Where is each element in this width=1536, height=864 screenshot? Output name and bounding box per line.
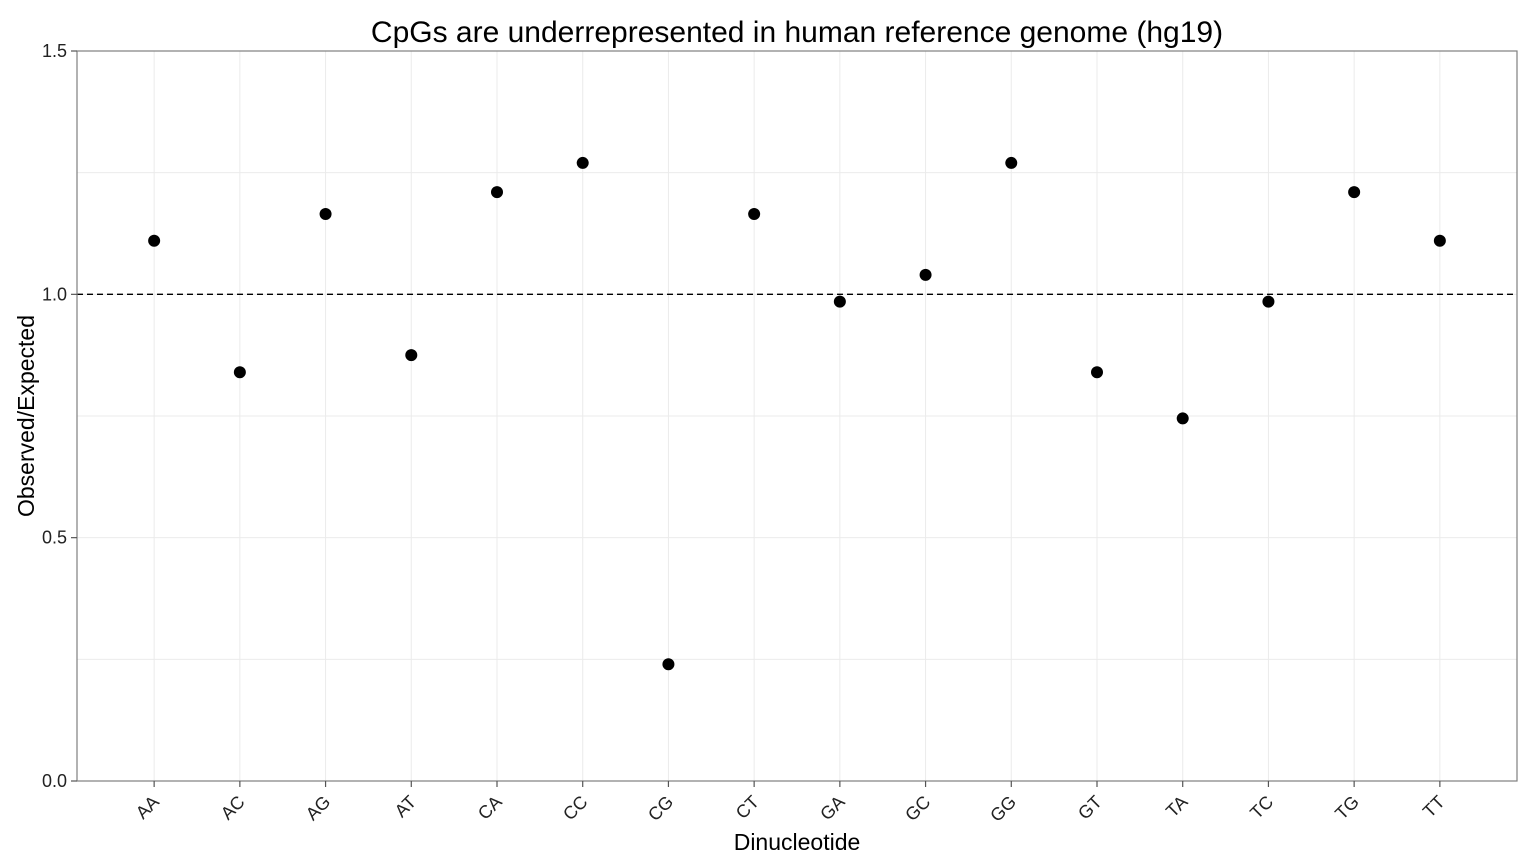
x-tick-label: TC <box>1246 792 1277 823</box>
x-tick-label: GC <box>901 792 934 825</box>
x-tick-label: AT <box>391 792 420 821</box>
x-tick-label: CG <box>644 792 677 825</box>
data-point-at <box>405 349 418 362</box>
data-point-ta <box>1176 412 1189 425</box>
data-point-cg <box>662 658 675 671</box>
x-tick-label: TT <box>1419 792 1449 822</box>
x-tick-label: CA <box>474 792 506 824</box>
y-tick-label: 0.5 <box>42 528 67 548</box>
x-tick-label: AG <box>302 792 335 825</box>
data-point-cc <box>576 156 589 169</box>
data-point-gt <box>1091 366 1103 379</box>
x-tick-label: AA <box>132 792 163 823</box>
x-tick-label: GG <box>986 792 1020 826</box>
y-axis-label: Observed/Expected <box>13 315 39 517</box>
y-tick-label: 1.0 <box>42 284 67 304</box>
x-tick-label: CT <box>732 792 763 823</box>
data-point-gc <box>919 268 932 281</box>
x-tick-label: AC <box>217 792 249 824</box>
x-tick-label: CC <box>559 792 592 825</box>
data-point-tg <box>1348 186 1361 199</box>
data-point-aa <box>148 234 161 247</box>
data-point-ga <box>833 295 846 308</box>
y-tick-label: 1.5 <box>42 41 67 61</box>
x-tick-label: GA <box>816 792 849 825</box>
x-axis: AA AC AG AT CA CC CG CT GA GC GG GT TA TC TG TT <box>132 781 1449 826</box>
panel-border <box>76 50 1518 782</box>
data-point-ct <box>748 208 761 221</box>
data-point-tt <box>1433 234 1446 247</box>
x-tick-label: GT <box>1074 792 1106 824</box>
data-point-ca <box>491 186 503 199</box>
data-point-gg <box>1005 156 1018 169</box>
data-point-ac <box>233 366 246 379</box>
chart-title: CpGs are underrepresented in human refer… <box>370 16 1224 49</box>
data-points <box>148 156 1446 671</box>
x-axis-label: Dinucleotide <box>734 829 861 855</box>
y-tick-label: 0.0 <box>42 771 67 791</box>
data-point-tc <box>1262 295 1275 308</box>
y-axis: 0.0 0.5 1.0 1.5 <box>42 41 77 791</box>
x-tick-label: TA <box>1162 792 1191 821</box>
data-point-ag <box>319 208 332 221</box>
x-tick-label: TG <box>1331 792 1363 824</box>
grid-lines <box>77 50 1517 782</box>
